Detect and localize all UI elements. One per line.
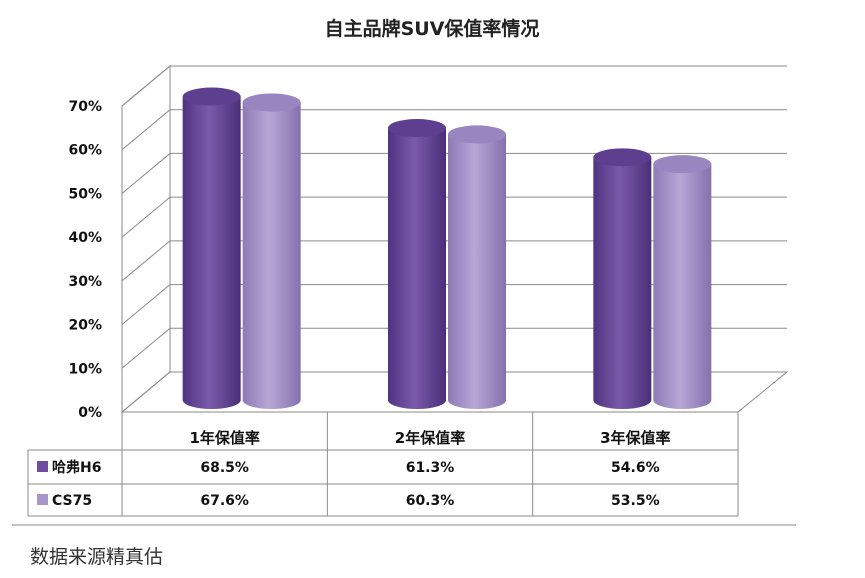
y-tick-label: 0% bbox=[78, 405, 102, 421]
y-tick-label: 30% bbox=[68, 274, 102, 290]
legend-label: CS75 bbox=[52, 493, 92, 509]
gridline bbox=[121, 109, 787, 151]
bar-body bbox=[182, 96, 241, 410]
chart-title: 自主品牌SUV保值率情况 bbox=[325, 17, 540, 40]
gridline bbox=[121, 152, 787, 194]
bar-top bbox=[593, 148, 652, 167]
y-tick-label: 20% bbox=[68, 318, 102, 334]
bar-top bbox=[388, 119, 446, 138]
source-note: 数据来源精真估 bbox=[30, 546, 163, 568]
gridline bbox=[121, 327, 787, 369]
y-tick-label: 10% bbox=[68, 361, 102, 377]
data-label: 54.6% bbox=[611, 460, 660, 476]
gridline bbox=[121, 65, 787, 107]
y-tick-label: 50% bbox=[68, 186, 102, 202]
gridline bbox=[121, 196, 787, 238]
bar-top bbox=[653, 155, 712, 174]
data-label: 68.5% bbox=[200, 460, 249, 476]
bar-body bbox=[593, 157, 652, 410]
y-tick-label: 70% bbox=[68, 99, 102, 115]
bar-body bbox=[388, 128, 446, 409]
category-label: 2年保值率 bbox=[395, 429, 465, 447]
bar-series2-1 bbox=[242, 93, 301, 410]
bar-top bbox=[448, 125, 506, 144]
bar-top bbox=[182, 87, 241, 106]
data-label: 61.3% bbox=[406, 460, 455, 476]
side-wall bbox=[121, 64, 171, 414]
data-label: 53.5% bbox=[611, 493, 660, 509]
y-tick-label: 40% bbox=[68, 230, 102, 246]
y-tick-label: 60% bbox=[68, 143, 102, 159]
bar-body bbox=[242, 102, 301, 410]
legend-swatch bbox=[37, 494, 48, 505]
bar-series1-2 bbox=[388, 119, 446, 409]
bar-top bbox=[242, 93, 301, 112]
category-label: 1年保值率 bbox=[189, 429, 259, 447]
bar-series2-3 bbox=[653, 155, 712, 410]
bar-series1-1 bbox=[182, 87, 241, 410]
data-label: 60.3% bbox=[406, 493, 455, 509]
bar-series2-2 bbox=[448, 125, 506, 409]
plot-area: 0% 10% 20% 30% 40% 50% 60% 70% bbox=[68, 64, 789, 421]
category-label: 3年保值率 bbox=[600, 429, 670, 447]
data-label: 67.6% bbox=[200, 493, 249, 509]
legend-swatch bbox=[37, 461, 48, 472]
legend-label: 哈弗H6 bbox=[52, 459, 101, 476]
bar-body bbox=[653, 164, 712, 410]
bar-body bbox=[448, 134, 506, 409]
gridline bbox=[121, 284, 787, 325]
data-table: 1年保值率 2年保值率 3年保值率 哈弗H6 CS75 68.5% 61.3% 54.6%… bbox=[27, 412, 739, 517]
bar-series1-3 bbox=[593, 148, 652, 410]
gridline bbox=[121, 240, 787, 282]
